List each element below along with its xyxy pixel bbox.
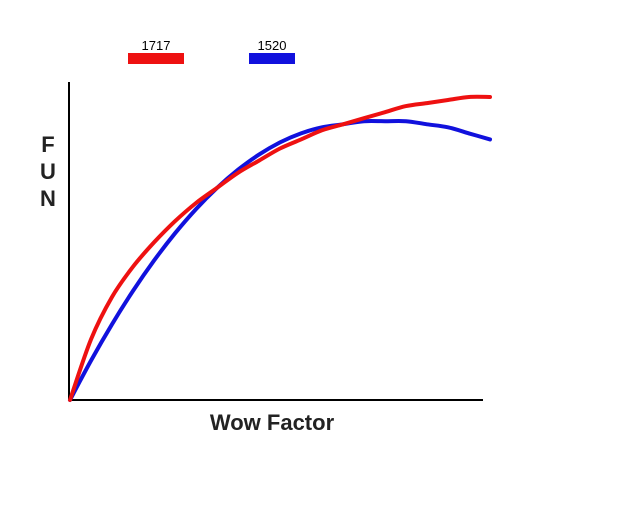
legend-swatch-1520 — [249, 53, 295, 64]
legend-label-1520: 1520 — [258, 38, 287, 53]
series-layer — [68, 94, 492, 402]
legend-swatch-1717 — [128, 53, 184, 64]
y-axis-title-letter: U — [40, 159, 56, 184]
legend-label-1717: 1717 — [142, 38, 171, 53]
x-axis-title: Wow Factor — [210, 410, 335, 435]
series-line-1520 — [68, 118, 492, 402]
series-line-1717 — [68, 94, 492, 402]
y-axis-title-letter: N — [40, 186, 56, 211]
y-axis-title-letter: F — [41, 132, 54, 157]
legend: 1717 1520 — [128, 38, 295, 64]
